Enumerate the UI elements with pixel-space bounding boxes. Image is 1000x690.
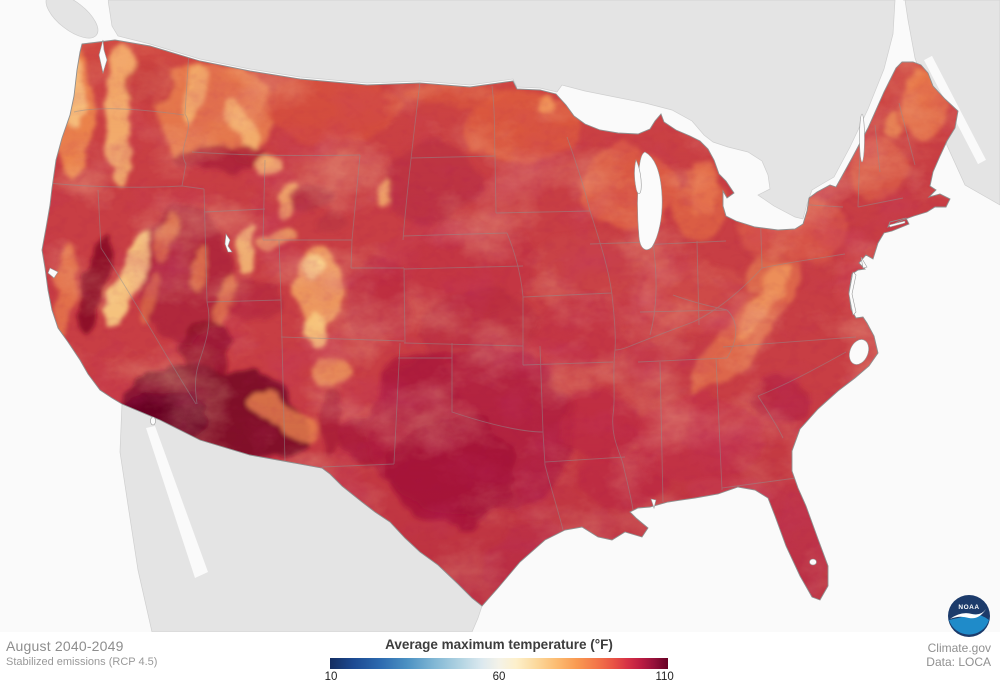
period-label: August 2040-2049 <box>6 638 124 654</box>
state-border-line <box>403 342 524 347</box>
state-border-line <box>73 108 185 116</box>
legend-tick-mid: 60 <box>492 671 506 683</box>
state-border-line <box>506 232 524 298</box>
state-border-line <box>589 210 634 511</box>
noaa-logo: NOAA <box>948 595 990 637</box>
state-border-line <box>857 197 904 208</box>
state-border-line <box>639 309 728 313</box>
state-border-line <box>874 124 881 173</box>
state-border-line <box>97 189 197 405</box>
state-border-line <box>393 342 401 465</box>
pamlico-sound <box>849 339 869 365</box>
state-border-line <box>403 267 406 344</box>
state-border-line <box>410 155 496 159</box>
state-border-line <box>47 182 205 190</box>
state-border-line <box>649 241 657 336</box>
legend-ticks: 10 60 110 <box>325 671 674 685</box>
state-border-line <box>194 301 210 405</box>
us-border-outline <box>41 39 959 607</box>
chesapeake-bay <box>848 271 857 316</box>
lake-okeechobee <box>809 558 817 566</box>
state-border-line <box>278 239 282 301</box>
state-border-line <box>721 477 797 489</box>
state-border-line <box>203 188 208 303</box>
state-border-line <box>495 210 591 214</box>
delaware-bay <box>860 256 868 269</box>
state-border-line <box>522 292 613 298</box>
legend-title: Average maximum temperature (°F) <box>385 637 613 652</box>
strait-of-georgia <box>96 0 110 38</box>
legend-tick-max: 110 <box>655 671 674 683</box>
state-border-line <box>280 299 286 464</box>
state-border-line <box>761 253 846 269</box>
state-border-line <box>544 456 626 463</box>
long-island-sound <box>888 220 906 228</box>
state-border-line <box>639 240 727 246</box>
noaa-logo-gull-icon <box>950 609 986 619</box>
state-border-line <box>614 267 763 351</box>
state-border-line <box>722 336 857 348</box>
state-border-line <box>402 232 508 237</box>
state-border-line <box>280 336 405 342</box>
state-border-line <box>757 351 847 397</box>
gulf-of-california <box>146 426 208 578</box>
state-border-line <box>203 208 266 213</box>
state-border-line <box>898 102 916 166</box>
salton-sea <box>150 416 156 426</box>
state-border-line <box>451 343 544 433</box>
state-border-line <box>757 395 784 439</box>
credits: Climate.gov Data: LOCA <box>926 641 991 669</box>
legend-colorbar <box>330 658 668 669</box>
state-border-line <box>494 155 497 214</box>
puget-sound <box>98 39 108 75</box>
lake-champlain <box>859 113 865 163</box>
state-border-line <box>637 357 728 363</box>
data-credit: Data: LOCA <box>926 655 991 669</box>
state-border-line <box>184 49 190 115</box>
state-border-line <box>262 159 266 241</box>
footer-bar: August 2040-2049 Stabilized emissions (R… <box>0 632 1000 690</box>
state-border-line <box>522 361 614 366</box>
great-salt-lake <box>224 233 233 253</box>
mobile-bay <box>650 498 657 510</box>
scenario-label: Stabilized emissions (RCP 4.5) <box>6 656 158 668</box>
state-border-line <box>539 345 544 433</box>
san-francisco-bay <box>47 267 59 279</box>
site-credit: Climate.gov <box>927 641 991 655</box>
state-border-line <box>321 463 395 468</box>
state-border-line <box>191 151 361 157</box>
noaa-logo-wave <box>949 614 989 635</box>
state-border-line <box>857 147 861 208</box>
temperature-legend: Average maximum temperature (°F) 10 60 1… <box>325 637 674 685</box>
noaa-logo-text: NOAA <box>958 604 979 611</box>
state-border-line <box>403 265 524 270</box>
state-border-line <box>715 357 723 491</box>
lakes <box>47 39 906 566</box>
state-border-line <box>726 309 737 359</box>
state-border-line <box>491 85 496 157</box>
legend-tick-min: 10 <box>324 671 338 683</box>
green-bay <box>634 159 642 194</box>
canada-landmass <box>107 0 896 220</box>
state-border-line <box>659 361 664 503</box>
map-canvas <box>41 0 1000 632</box>
state-border-line <box>672 294 728 311</box>
vancouver-island <box>45 0 99 39</box>
state-border-line <box>350 239 353 269</box>
state-border-line <box>206 299 282 303</box>
state-border-line <box>402 81 421 241</box>
state-border-line <box>566 136 591 212</box>
state-border-line <box>351 154 361 241</box>
state-border-line <box>181 113 189 187</box>
map-annotation: August 2040-2049 Stabilized emissions (R… <box>6 638 157 668</box>
state-borders <box>47 49 916 531</box>
state-border-line <box>542 431 564 531</box>
